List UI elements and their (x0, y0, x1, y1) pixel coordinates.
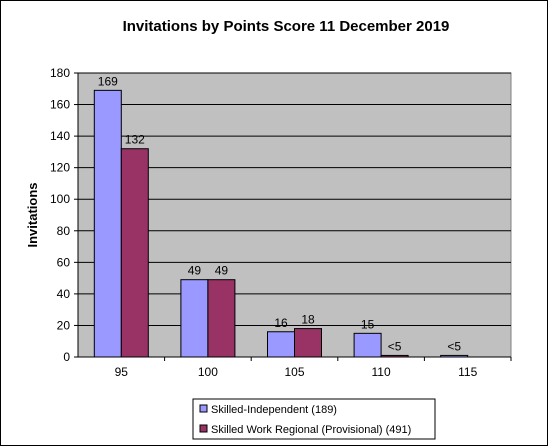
y-tick-label: 140 (50, 129, 70, 143)
y-tick-label: 40 (57, 287, 71, 301)
y-tick-label: 120 (50, 161, 70, 175)
axes: 0 20 40 60 80 100 120 140 160 180 95 100 105 110 115 (50, 66, 512, 379)
data-label: 132 (125, 133, 145, 147)
x-tick-label: 115 (458, 365, 477, 379)
y-tick-label: 60 (57, 255, 71, 269)
legend-label: Skilled Work Regional (Provisional) (491… (211, 424, 411, 436)
plot-area (77, 72, 512, 358)
data-label: 15 (361, 317, 375, 331)
y-tick-label: 0 (63, 350, 70, 364)
bar-series-2 (294, 328, 322, 358)
data-label: 49 (215, 264, 229, 278)
bar-series-1 (180, 279, 209, 358)
data-label: 18 (301, 313, 315, 327)
x-tick-label: 105 (284, 365, 304, 379)
bar-series-2 (207, 279, 236, 358)
y-tick-label: 180 (50, 66, 70, 80)
bar-series-1 (93, 89, 122, 358)
legend-label: Skilled-Independent (189) (211, 404, 337, 416)
x-tick-label: 100 (198, 365, 218, 379)
chart-title: Invitations by Points Score 11 December … (123, 18, 450, 35)
bars (93, 89, 469, 358)
bar-series-2 (120, 148, 149, 358)
data-label: 169 (98, 74, 118, 88)
legend-box (192, 398, 436, 440)
gridlines (78, 72, 511, 326)
y-tick-label: 160 (50, 98, 70, 112)
y-axis-label: Invitations (25, 182, 40, 247)
data-label: <5 (388, 339, 402, 353)
y-tick-label: 80 (57, 224, 71, 238)
legend: Skilled-Independent (189) Skilled Work Re… (192, 398, 436, 440)
x-tick-label: 110 (372, 365, 391, 379)
y-tick-label: 100 (50, 192, 70, 206)
y-tick-label: 20 (57, 318, 71, 332)
legend-swatch (199, 404, 208, 413)
data-label: <5 (447, 339, 461, 353)
bar-series-1 (267, 331, 295, 358)
data-label: 16 (274, 316, 288, 330)
data-labels: 169 132 49 49 16 18 15 <5 <5 (98, 74, 462, 353)
bar-series-1 (353, 332, 382, 358)
x-tick-label: 95 (115, 365, 129, 379)
legend-swatch (199, 424, 208, 433)
data-label: 49 (188, 264, 202, 278)
